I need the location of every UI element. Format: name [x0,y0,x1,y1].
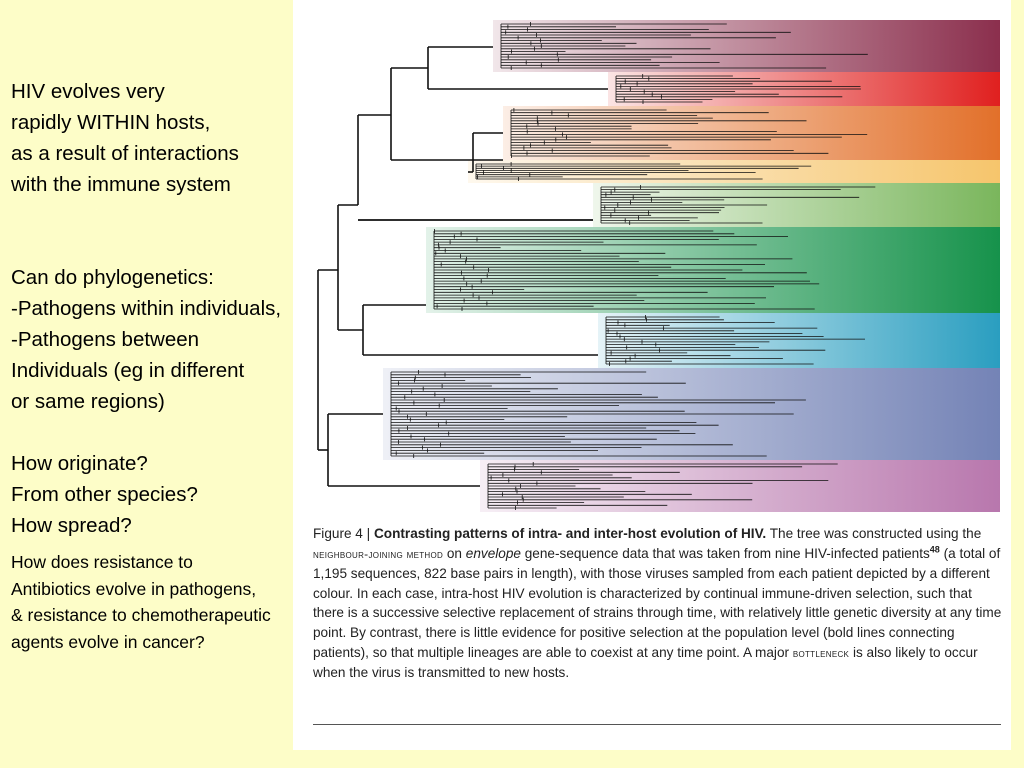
resistance-line: agents evolve in cancer? [11,631,205,652]
clade-branches [615,74,861,104]
patient-band [598,313,1000,368]
intro-line: HIV evolves very [11,80,165,103]
resistance-line: & resistance to chemotherapeutic [11,605,271,625]
patient-band [468,160,1000,183]
intro-line: with the immune system [11,173,231,196]
caption-method: neighbour-joining method [313,546,444,561]
question-line: How spread? [11,514,132,537]
resistance-line: Antibiotics evolve in pathogens, [11,578,257,599]
caption-text: The tree was constructed using the [769,526,982,541]
resistance-line: How does resistance to [11,552,193,572]
phylogenetic-tree [317,20,1000,512]
phylo-line: -Pathogens within individuals, [11,297,282,320]
caption-text: on [446,545,462,561]
figure-caption: Figure 4 | Contrasting patterns of intra… [313,524,1003,683]
caption-bottleneck: bottleneck [792,645,850,660]
resistance-paragraph: How does resistance to Antibiotics evolv… [11,549,351,655]
clade-branches [475,162,812,181]
phylo-line: Can do phylogenetics: [11,266,214,289]
figure-title: Contrasting patterns of intra- and inter… [373,526,767,541]
intro-paragraph: HIV evolves very rapidly WITHIN hosts, a… [11,76,351,200]
clade-branches [390,370,806,458]
question-line: How originate? [11,452,148,475]
caption-gene: envelope [465,545,521,561]
phylo-line: -Pathogens between [11,328,200,351]
phylo-line: Individuals (eg in different [11,359,245,382]
caption-text: gene-sequence data that was taken from n… [524,545,930,561]
caption-text: is also likely to occur when the virus i… [313,644,978,681]
slide-text: HIV evolves very rapidly WITHIN hosts, a… [11,76,351,655]
figure-panel: Figure 4 | Contrasting patterns of intra… [293,0,1011,750]
clade-branches [600,185,876,225]
caption-text: (a total of 1,195 sequences, 822 base pa… [313,545,1002,660]
questions-paragraph: How originate? From other species? How s… [11,448,351,541]
clade-branches [433,229,820,311]
phylogenetics-paragraph: Can do phylogenetics: -Pathogens within … [11,262,351,417]
clade-branches [487,462,838,510]
clade-branches [605,315,865,366]
figure-label: Figure 4 | [313,526,371,541]
phylo-line: or same regions) [11,390,165,413]
caption-reference: 48 [929,544,940,555]
question-line: From other species? [11,483,198,506]
clade-branches [500,22,868,70]
intro-line: as a result of interactions [11,142,239,165]
caption-rule [313,724,1001,725]
patient-band [503,106,1000,160]
clade-branches [510,108,868,158]
intro-line: rapidly WITHIN hosts, [11,111,211,134]
